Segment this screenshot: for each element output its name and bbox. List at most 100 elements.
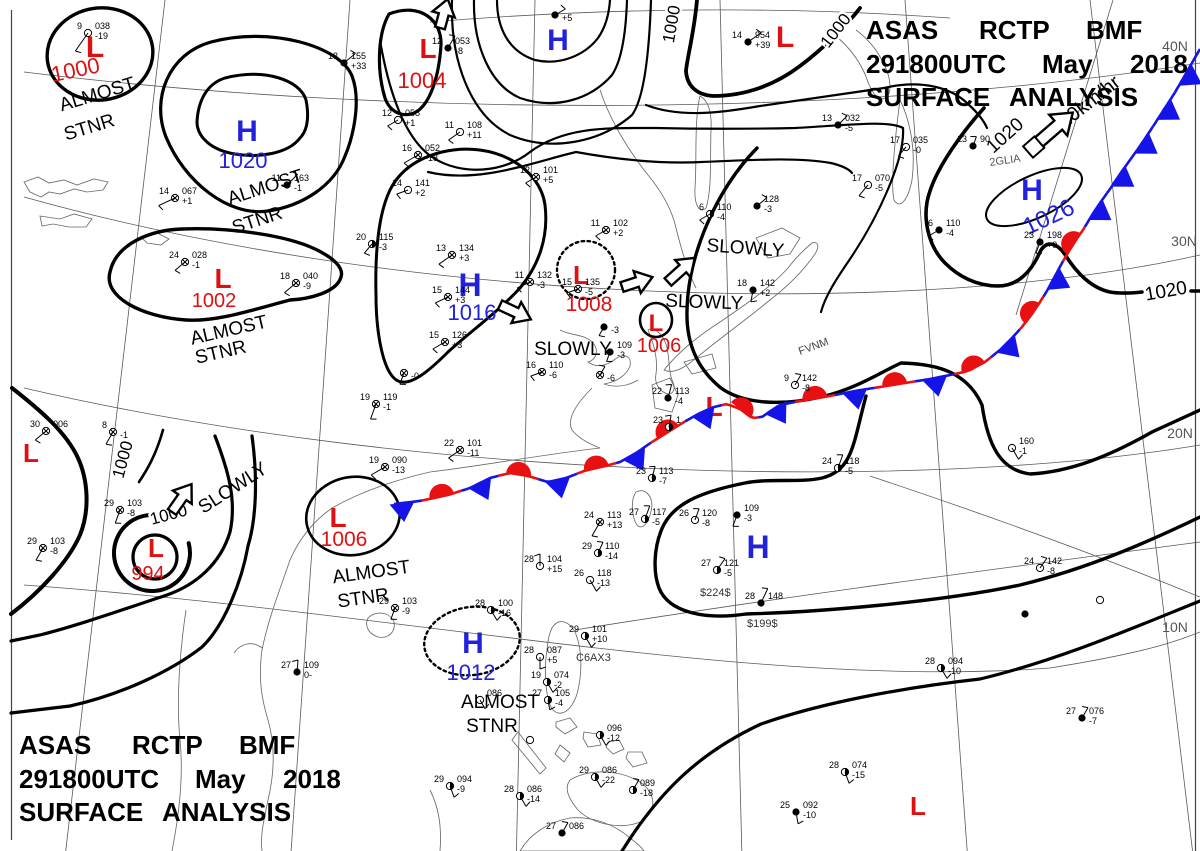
svg-text:27: 27 <box>532 688 542 698</box>
svg-text:ALMOST: ALMOST <box>331 557 412 589</box>
svg-text:-8: -8 <box>802 383 810 393</box>
svg-text:18: 18 <box>737 278 747 288</box>
svg-text:ASAS: ASAS <box>866 15 938 45</box>
svg-text:18: 18 <box>280 271 290 281</box>
svg-text:+5: +5 <box>562 13 572 23</box>
svg-text:6: 6 <box>699 202 704 212</box>
svg-text:118: 118 <box>597 568 611 578</box>
svg-text:May: May <box>1042 49 1093 79</box>
svg-text:10N: 10N <box>1162 619 1188 635</box>
svg-text:29: 29 <box>579 765 589 775</box>
svg-text:-13: -13 <box>392 465 405 475</box>
svg-text:-6: -6 <box>607 373 615 383</box>
svg-text:-12: -12 <box>607 733 620 743</box>
svg-text:+10: +10 <box>592 634 607 644</box>
svg-text:1002: 1002 <box>192 290 237 312</box>
svg-text:035: 035 <box>913 135 928 145</box>
svg-text:+11: +11 <box>467 130 482 140</box>
svg-text:198: 198 <box>1047 230 1062 240</box>
svg-text:27: 27 <box>281 660 291 670</box>
svg-text:-5: -5 <box>845 123 853 133</box>
svg-text:109: 109 <box>744 503 759 513</box>
svg-text:BMF: BMF <box>1086 15 1142 45</box>
svg-text:141: 141 <box>415 178 430 188</box>
svg-text:20: 20 <box>356 232 366 242</box>
svg-text:-1: -1 <box>1019 446 1027 456</box>
svg-text:19: 19 <box>369 455 379 465</box>
svg-text:16: 16 <box>526 360 536 370</box>
svg-text:108: 108 <box>467 120 482 130</box>
svg-text:113: 113 <box>607 510 621 520</box>
svg-text:28: 28 <box>504 784 514 794</box>
svg-text:076: 076 <box>1089 706 1104 716</box>
svg-text:90: 90 <box>980 134 990 144</box>
svg-text:H: H <box>547 24 569 57</box>
svg-text:30: 30 <box>30 419 40 429</box>
svg-text:26: 26 <box>679 508 689 518</box>
svg-text:+1: +1 <box>405 118 415 128</box>
svg-text:110: 110 <box>717 202 731 212</box>
svg-text:067: 067 <box>182 186 197 196</box>
svg-text:052: 052 <box>425 143 440 153</box>
svg-text:954: 954 <box>755 30 770 40</box>
svg-text:142: 142 <box>1047 556 1062 566</box>
svg-text:13: 13 <box>328 51 338 61</box>
svg-text:-18: -18 <box>425 153 438 163</box>
svg-text:-8: -8 <box>50 546 58 556</box>
svg-text:+5: +5 <box>547 655 557 665</box>
svg-text:30N: 30N <box>1171 233 1197 249</box>
svg-text:13: 13 <box>957 134 967 144</box>
svg-text:22: 22 <box>444 438 454 448</box>
svg-text:096: 096 <box>607 723 622 733</box>
svg-text:ASAS: ASAS <box>19 730 91 760</box>
svg-text:9: 9 <box>784 373 789 383</box>
svg-text:-1: -1 <box>192 260 200 270</box>
svg-text:105: 105 <box>555 688 570 698</box>
svg-text:28: 28 <box>925 656 935 666</box>
svg-text:2018: 2018 <box>1130 49 1188 79</box>
svg-text:24: 24 <box>584 510 594 520</box>
svg-text:1012: 1012 <box>447 660 496 685</box>
svg-text:27: 27 <box>629 507 639 517</box>
svg-text:RCTP: RCTP <box>979 15 1050 45</box>
svg-text:L: L <box>329 502 346 533</box>
svg-text:29: 29 <box>104 498 114 508</box>
svg-text:11: 11 <box>272 173 281 183</box>
svg-text:-4: -4 <box>555 698 563 708</box>
svg-text:28: 28 <box>745 591 755 601</box>
svg-text:9: 9 <box>77 21 82 31</box>
svg-text:119: 119 <box>383 392 397 402</box>
svg-text:-3: -3 <box>379 242 387 252</box>
svg-text:291800UTC: 291800UTC <box>866 49 1006 79</box>
svg-text:-0: -0 <box>913 145 921 155</box>
svg-text:+2: +2 <box>760 288 770 298</box>
svg-text:SLOWLY: SLOWLY <box>665 291 744 315</box>
svg-text:103: 103 <box>127 498 142 508</box>
svg-text:+15: +15 <box>547 564 562 574</box>
svg-text:L: L <box>86 31 104 64</box>
svg-text:-3: -3 <box>744 513 752 523</box>
svg-text:086: 086 <box>527 784 542 794</box>
svg-text:28: 28 <box>829 760 839 770</box>
svg-text:086: 086 <box>602 765 617 775</box>
svg-text:H: H <box>1021 174 1043 207</box>
svg-text:40N: 40N <box>1162 38 1188 54</box>
svg-text:+33: +33 <box>351 61 366 71</box>
svg-text:L: L <box>776 21 794 54</box>
svg-text:160: 160 <box>1019 436 1034 446</box>
svg-text:-1: -1 <box>294 183 302 193</box>
svg-text:24: 24 <box>169 250 179 260</box>
svg-text:12: 12 <box>432 36 442 46</box>
svg-text:+3: +3 <box>459 253 469 263</box>
svg-text:120: 120 <box>702 508 717 518</box>
svg-text:$199$: $199$ <box>747 618 778 630</box>
svg-text:15: 15 <box>432 285 442 295</box>
svg-text:-0: -0 <box>411 371 419 381</box>
svg-text:103: 103 <box>50 536 65 546</box>
svg-text:109: 109 <box>304 660 319 670</box>
svg-text:17: 17 <box>890 135 900 145</box>
svg-text:2GLIA: 2GLIA <box>989 153 1022 169</box>
svg-text:27: 27 <box>546 821 556 831</box>
svg-text:1: 1 <box>676 415 681 425</box>
svg-text:-5: -5 <box>585 287 593 297</box>
